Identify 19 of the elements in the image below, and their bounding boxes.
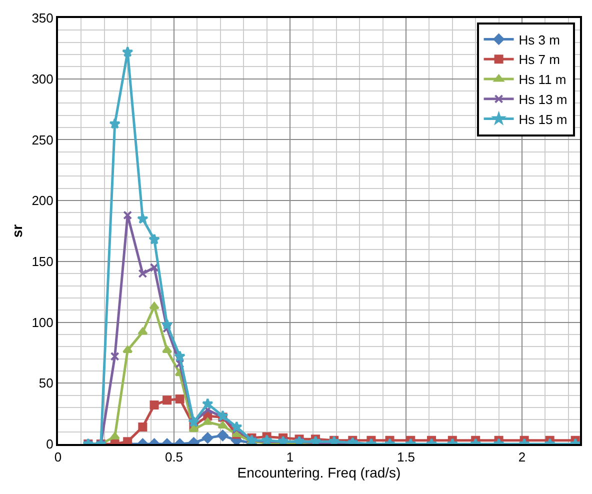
x-tick-label: 0.5 [164, 450, 184, 465]
y-tick-label: 100 [32, 314, 54, 330]
y-axis-title: sr [8, 224, 25, 238]
legend-label: Hs 13 m [518, 92, 568, 107]
y-tick-label: 0 [46, 436, 54, 452]
x-tick-label: 1 [286, 450, 294, 465]
legend-label: Hs 7 m [518, 52, 560, 68]
x-tick-label: 2 [518, 450, 526, 465]
y-tick-label: 50 [38, 376, 54, 391]
legend-label: Hs 3 m [518, 32, 560, 48]
y-tick-label: 150 [32, 254, 54, 269]
x-tick-label: 1.5 [396, 450, 416, 465]
x-axis-title: Encountering. Freq (rad/s) [237, 464, 401, 481]
y-tick-label: 300 [32, 71, 54, 86]
legend-label: Hs 15 m [518, 112, 568, 127]
y-tick-label: 250 [32, 132, 54, 148]
y-tick-label: 350 [32, 10, 54, 26]
y-tick-label: 200 [32, 193, 54, 208]
legend-label: Hs 11 m [518, 72, 566, 88]
